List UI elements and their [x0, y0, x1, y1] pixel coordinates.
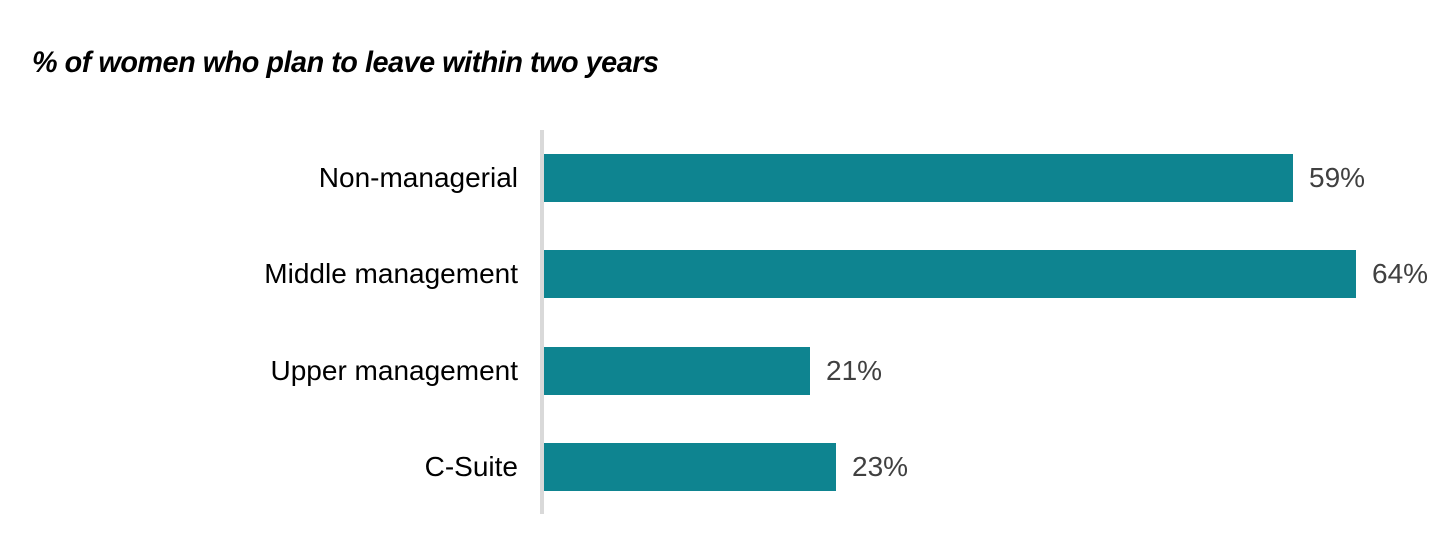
category-label: Middle management [264, 258, 518, 289]
y-axis-line [540, 130, 544, 514]
bar-row-middle-management: Middle management 64% [0, 250, 1440, 298]
bar-row-upper-management: Upper management 21% [0, 347, 1440, 395]
bar-upper-management [544, 347, 810, 395]
value-label: 59% [1309, 162, 1366, 193]
category-label: Upper management [270, 355, 518, 386]
value-label: 21% [826, 355, 883, 386]
bar-middle-management [544, 250, 1356, 298]
bar-row-c-suite: C-Suite 23% [0, 443, 1440, 491]
category-label: Non-managerial [318, 162, 518, 193]
value-label: 64% [1372, 258, 1429, 289]
chart-title: % of women who plan to leave within two … [32, 46, 659, 79]
category-label: C-Suite [424, 451, 518, 482]
bar-c-suite [544, 443, 836, 491]
value-label: 23% [852, 451, 909, 482]
bar-row-non-managerial: Non-managerial 59% [0, 154, 1440, 202]
bar-non-managerial [544, 154, 1293, 202]
